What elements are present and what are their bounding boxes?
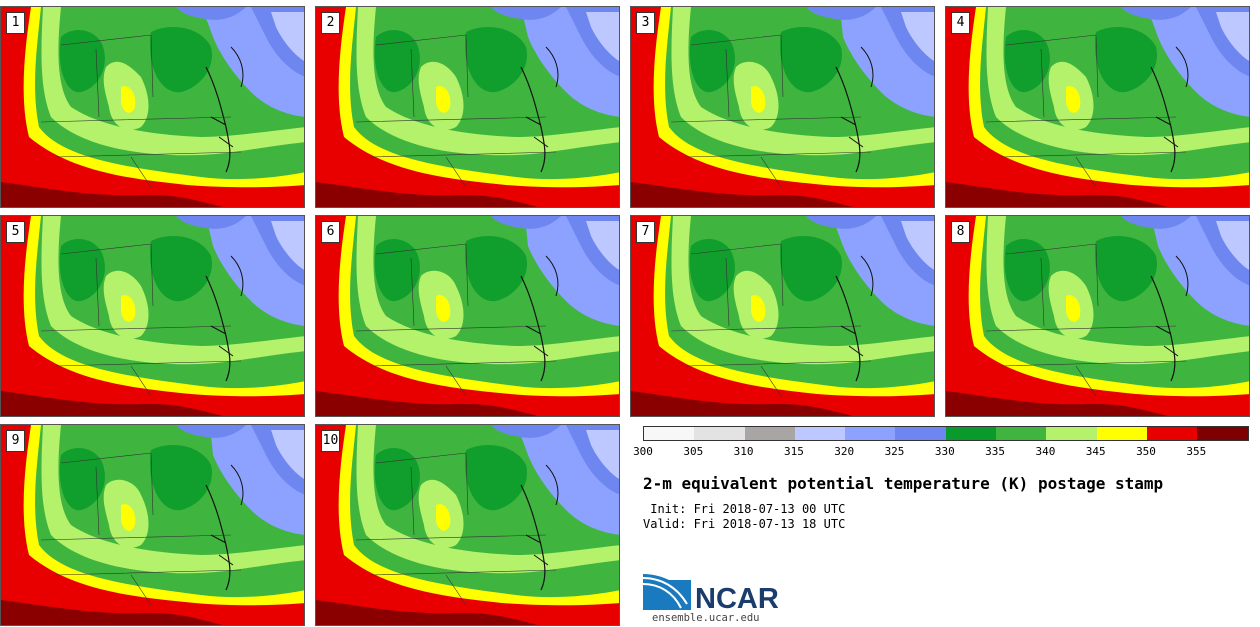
panel-number-label: 5 xyxy=(6,221,25,243)
colorbar-segment xyxy=(1096,427,1147,440)
panel-number-label: 10 xyxy=(321,430,340,452)
stamp-panel-3: 3 xyxy=(630,6,935,208)
colorbar-tick-label: 345 xyxy=(1085,445,1106,458)
stamp-panel-7: 7 xyxy=(630,215,935,417)
panel-number-label: 6 xyxy=(321,221,340,243)
panel-number-label: 9 xyxy=(6,430,25,452)
panel-number-label: 1 xyxy=(6,12,25,34)
ncar-logo-text: NCAR xyxy=(695,583,779,612)
colorbar-tick-label: 340 xyxy=(1035,445,1056,458)
colorbar-tick-label: 300 xyxy=(633,445,653,458)
valid-time: Valid: Fri 2018-07-13 18 UTC xyxy=(643,517,846,531)
colorbar xyxy=(643,426,1249,441)
colorbar-segment xyxy=(845,427,896,440)
panel-number-label: 8 xyxy=(951,221,970,243)
colorbar-tick-label: 320 xyxy=(834,445,855,458)
colorbar-segment xyxy=(1146,427,1198,440)
colorbar-segment xyxy=(794,427,846,440)
ncar-logo: NCAR xyxy=(642,570,793,616)
stamp-panel-8: 8 xyxy=(945,215,1250,417)
stamp-panel-4: 4 xyxy=(945,6,1250,208)
colorbar-segment xyxy=(1197,427,1248,440)
colorbar-segment xyxy=(744,427,795,440)
colorbar-segment xyxy=(996,427,1047,440)
colorbar-tick-label: 325 xyxy=(884,445,905,458)
colorbar-tick-label: 315 xyxy=(783,445,804,458)
stamp-panel-1: 1 xyxy=(0,6,305,208)
colorbar-segment xyxy=(945,427,997,440)
chart-title: 2-m equivalent potential temperature (K)… xyxy=(643,474,1164,493)
stamp-panel-9: 9 xyxy=(0,424,305,626)
colorbar-tick-label: 305 xyxy=(683,445,704,458)
colorbar-tick-label: 350 xyxy=(1136,445,1156,458)
colorbar-tick-label: 310 xyxy=(733,445,754,458)
colorbar-tick-label: 335 xyxy=(985,445,1006,458)
colorbar-tick-label: 330 xyxy=(934,445,955,458)
colorbar-segment xyxy=(1046,427,1097,440)
panel-number-label: 3 xyxy=(636,12,655,34)
stamp-panel-2: 2 xyxy=(315,6,620,208)
stamp-panel-6: 6 xyxy=(315,215,620,417)
panel-number-label: 4 xyxy=(951,12,970,34)
colorbar-tick-label: 355 xyxy=(1186,445,1207,458)
colorbar-segment xyxy=(895,427,946,440)
init-time: Init: Fri 2018-07-13 00 UTC xyxy=(643,502,846,516)
logo-url: ensemble.ucar.edu xyxy=(652,612,760,624)
stamp-panel-5: 5 xyxy=(0,215,305,417)
colorbar-segment xyxy=(644,427,695,440)
colorbar-segment xyxy=(694,427,745,440)
stamp-panel-10: 10 xyxy=(315,424,620,626)
panel-number-label: 2 xyxy=(321,12,340,34)
panel-number-label: 7 xyxy=(636,221,655,243)
